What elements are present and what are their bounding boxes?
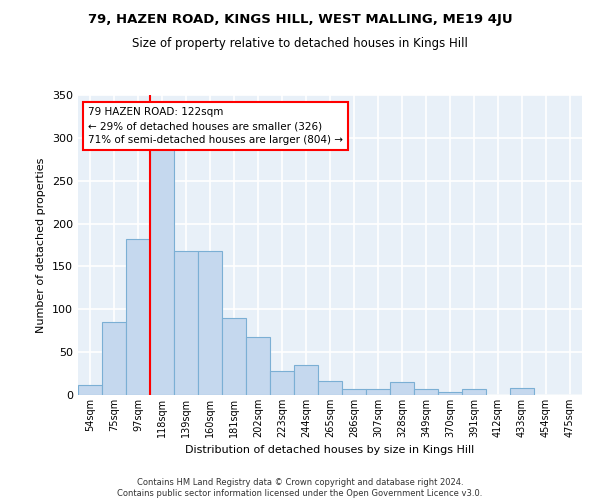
Bar: [102, 322, 126, 395]
Bar: [150, 146, 174, 395]
Bar: [390, 382, 414, 395]
Bar: [222, 318, 246, 395]
Bar: [294, 365, 318, 395]
Bar: [246, 336, 270, 395]
Bar: [270, 371, 294, 395]
Text: Contains HM Land Registry data © Crown copyright and database right 2024.
Contai: Contains HM Land Registry data © Crown c…: [118, 478, 482, 498]
Text: 79 HAZEN ROAD: 122sqm
← 29% of detached houses are smaller (326)
71% of semi-det: 79 HAZEN ROAD: 122sqm ← 29% of detached …: [88, 107, 343, 145]
Bar: [78, 384, 102, 395]
Bar: [510, 388, 534, 395]
X-axis label: Distribution of detached houses by size in Kings Hill: Distribution of detached houses by size …: [185, 446, 475, 456]
Bar: [414, 389, 438, 395]
Bar: [366, 389, 390, 395]
Text: Size of property relative to detached houses in Kings Hill: Size of property relative to detached ho…: [132, 38, 468, 51]
Bar: [174, 251, 198, 395]
Bar: [342, 389, 366, 395]
Bar: [198, 251, 222, 395]
Bar: [438, 392, 462, 395]
Text: 79, HAZEN ROAD, KINGS HILL, WEST MALLING, ME19 4JU: 79, HAZEN ROAD, KINGS HILL, WEST MALLING…: [88, 12, 512, 26]
Bar: [126, 239, 150, 395]
Bar: [462, 389, 486, 395]
Y-axis label: Number of detached properties: Number of detached properties: [37, 158, 46, 332]
Bar: [318, 382, 342, 395]
